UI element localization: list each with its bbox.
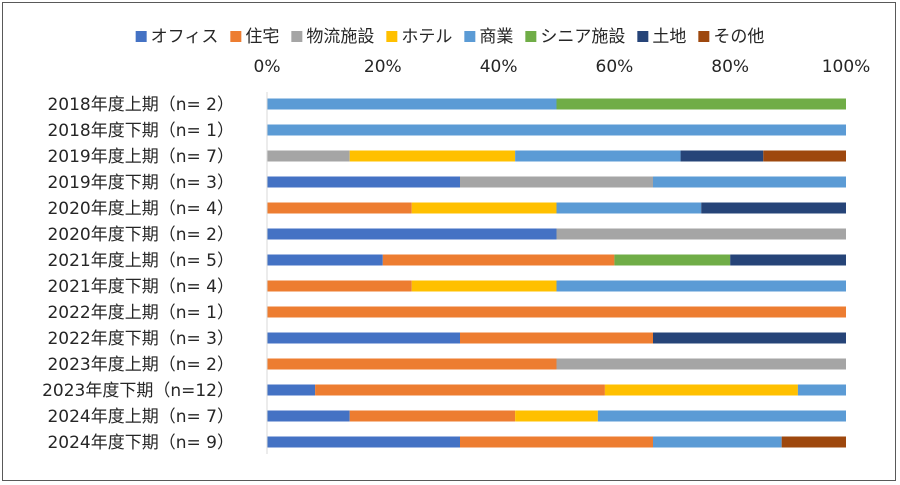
legend-swatch bbox=[637, 31, 649, 42]
bar-segment-12-1 bbox=[349, 410, 516, 422]
legend-label: ホテル bbox=[401, 27, 452, 47]
category-label: 2021年度下期（n= 4） bbox=[47, 277, 234, 297]
bar-segment-12-4 bbox=[597, 410, 846, 422]
bar-segment-4-3 bbox=[411, 202, 557, 214]
bar-segment-10-2 bbox=[556, 358, 846, 370]
legend-swatch bbox=[291, 31, 303, 42]
bar-segment-2-7 bbox=[763, 150, 846, 162]
bar-segment-6-0 bbox=[267, 254, 383, 266]
bar-segment-3-4 bbox=[653, 176, 846, 188]
bar-segment-6-5 bbox=[614, 254, 731, 266]
category-label: 2023年度上期（n= 2） bbox=[47, 355, 234, 375]
bar-segment-11-0 bbox=[267, 384, 316, 396]
bar-segment-4-6 bbox=[701, 202, 846, 214]
category-labels: 2018年度上期（n= 2） 2018年度下期（n= 1） 2019年度上期（n= … bbox=[42, 95, 234, 453]
category-label: 2022年度下期（n= 3） bbox=[47, 329, 234, 349]
legend-label: 土地 bbox=[652, 27, 686, 47]
bar-segment-3-2 bbox=[460, 176, 653, 188]
category-label: 2018年度上期（n= 2） bbox=[47, 95, 234, 115]
bar-segment-3-0 bbox=[267, 176, 460, 188]
bar-segment-2-6 bbox=[680, 150, 764, 162]
legend-item-5: シニア施設 bbox=[525, 27, 625, 47]
x-tick-label: 100% bbox=[822, 57, 871, 77]
category-label: 2020年度上期（n= 4） bbox=[47, 199, 234, 219]
category-label: 2020年度下期（n= 2） bbox=[47, 225, 234, 245]
category-label: 2021年度上期（n= 5） bbox=[47, 251, 234, 271]
legend-label: 商業 bbox=[479, 27, 513, 47]
bar-segment-5-2 bbox=[556, 228, 846, 240]
bar-segment-6-1 bbox=[382, 254, 615, 266]
legend-item-0: オフィス bbox=[135, 27, 219, 47]
bar-segment-2-4 bbox=[515, 150, 681, 162]
bar-segment-12-3 bbox=[515, 410, 598, 422]
bar-segment-10-1 bbox=[267, 358, 557, 370]
x-tick-label: 0% bbox=[254, 57, 281, 77]
bar-segment-2-3 bbox=[349, 150, 516, 162]
x-tick-label: 80% bbox=[711, 57, 749, 77]
bar-segment-1-4 bbox=[267, 124, 846, 136]
legend: オフィス 住宅 物流施設 ホテル 商業 シニア施設 土地 その他 bbox=[135, 27, 764, 47]
x-tick-label: 20% bbox=[364, 57, 402, 77]
category-label: 2019年度下期（n= 3） bbox=[47, 173, 234, 193]
legend-label: オフィス bbox=[151, 27, 219, 47]
bar-segment-11-3 bbox=[604, 384, 798, 396]
bar-segment-13-0 bbox=[267, 436, 460, 448]
bar-segment-5-0 bbox=[267, 228, 557, 240]
bar-segment-9-6 bbox=[653, 332, 846, 344]
legend-swatch bbox=[230, 31, 242, 42]
legend-item-2: 物流施設 bbox=[291, 27, 374, 47]
chart-svg: オフィス 住宅 物流施設 ホテル 商業 シニア施設 土地 その他 0% 20% 40% 60% 80%… bbox=[42, 27, 871, 454]
legend-item-6: 土地 bbox=[637, 27, 686, 47]
bar-segment-7-1 bbox=[267, 280, 412, 292]
legend-swatch bbox=[525, 31, 537, 42]
legend-item-3: ホテル bbox=[386, 27, 452, 47]
bar-segment-9-1 bbox=[460, 332, 653, 344]
category-label: 2024年度上期（n= 7） bbox=[47, 407, 234, 427]
bar-segment-6-6 bbox=[730, 254, 846, 266]
bar-segment-11-4 bbox=[797, 384, 846, 396]
legend-label: その他 bbox=[713, 27, 764, 47]
bar-segment-8-1 bbox=[267, 306, 846, 318]
legend-label: シニア施設 bbox=[540, 27, 625, 47]
x-tick-label: 40% bbox=[480, 57, 518, 77]
legend-item-7: その他 bbox=[698, 27, 764, 47]
category-label: 2019年度上期（n= 7） bbox=[47, 147, 234, 167]
x-tick-label: 60% bbox=[596, 57, 634, 77]
bar-segment-13-7 bbox=[781, 436, 846, 448]
bars bbox=[267, 98, 846, 448]
bar-segment-2-2 bbox=[267, 150, 350, 162]
legend-item-1: 住宅 bbox=[230, 27, 279, 47]
legend-swatch bbox=[464, 31, 476, 42]
bar-segment-7-4 bbox=[556, 280, 846, 292]
x-axis-ticks: 0% 20% 40% 60% 80% 100% bbox=[254, 57, 871, 77]
bar-segment-9-0 bbox=[267, 332, 460, 344]
category-label: 2024年度下期（n= 9） bbox=[47, 433, 234, 453]
legend-label: 住宅 bbox=[245, 27, 279, 47]
bar-segment-0-4 bbox=[267, 98, 557, 110]
legend-item-4: 商業 bbox=[464, 27, 513, 47]
legend-swatch bbox=[386, 31, 398, 42]
bar-segment-0-5 bbox=[556, 98, 846, 110]
legend-swatch bbox=[135, 31, 147, 42]
category-label: 2022年度上期（n= 1） bbox=[47, 303, 234, 323]
category-label: 2023年度下期（n=12） bbox=[42, 381, 234, 401]
bar-segment-13-4 bbox=[653, 436, 782, 448]
legend-swatch bbox=[698, 31, 710, 42]
bar-segment-11-1 bbox=[315, 384, 605, 396]
category-label: 2018年度下期（n= 1） bbox=[47, 121, 234, 141]
bar-segment-4-4 bbox=[556, 202, 702, 214]
bar-segment-7-3 bbox=[411, 280, 557, 292]
legend-label: 物流施設 bbox=[306, 27, 374, 47]
bar-segment-12-0 bbox=[267, 410, 350, 422]
bar-segment-4-1 bbox=[267, 202, 412, 214]
bar-segment-13-1 bbox=[460, 436, 653, 448]
